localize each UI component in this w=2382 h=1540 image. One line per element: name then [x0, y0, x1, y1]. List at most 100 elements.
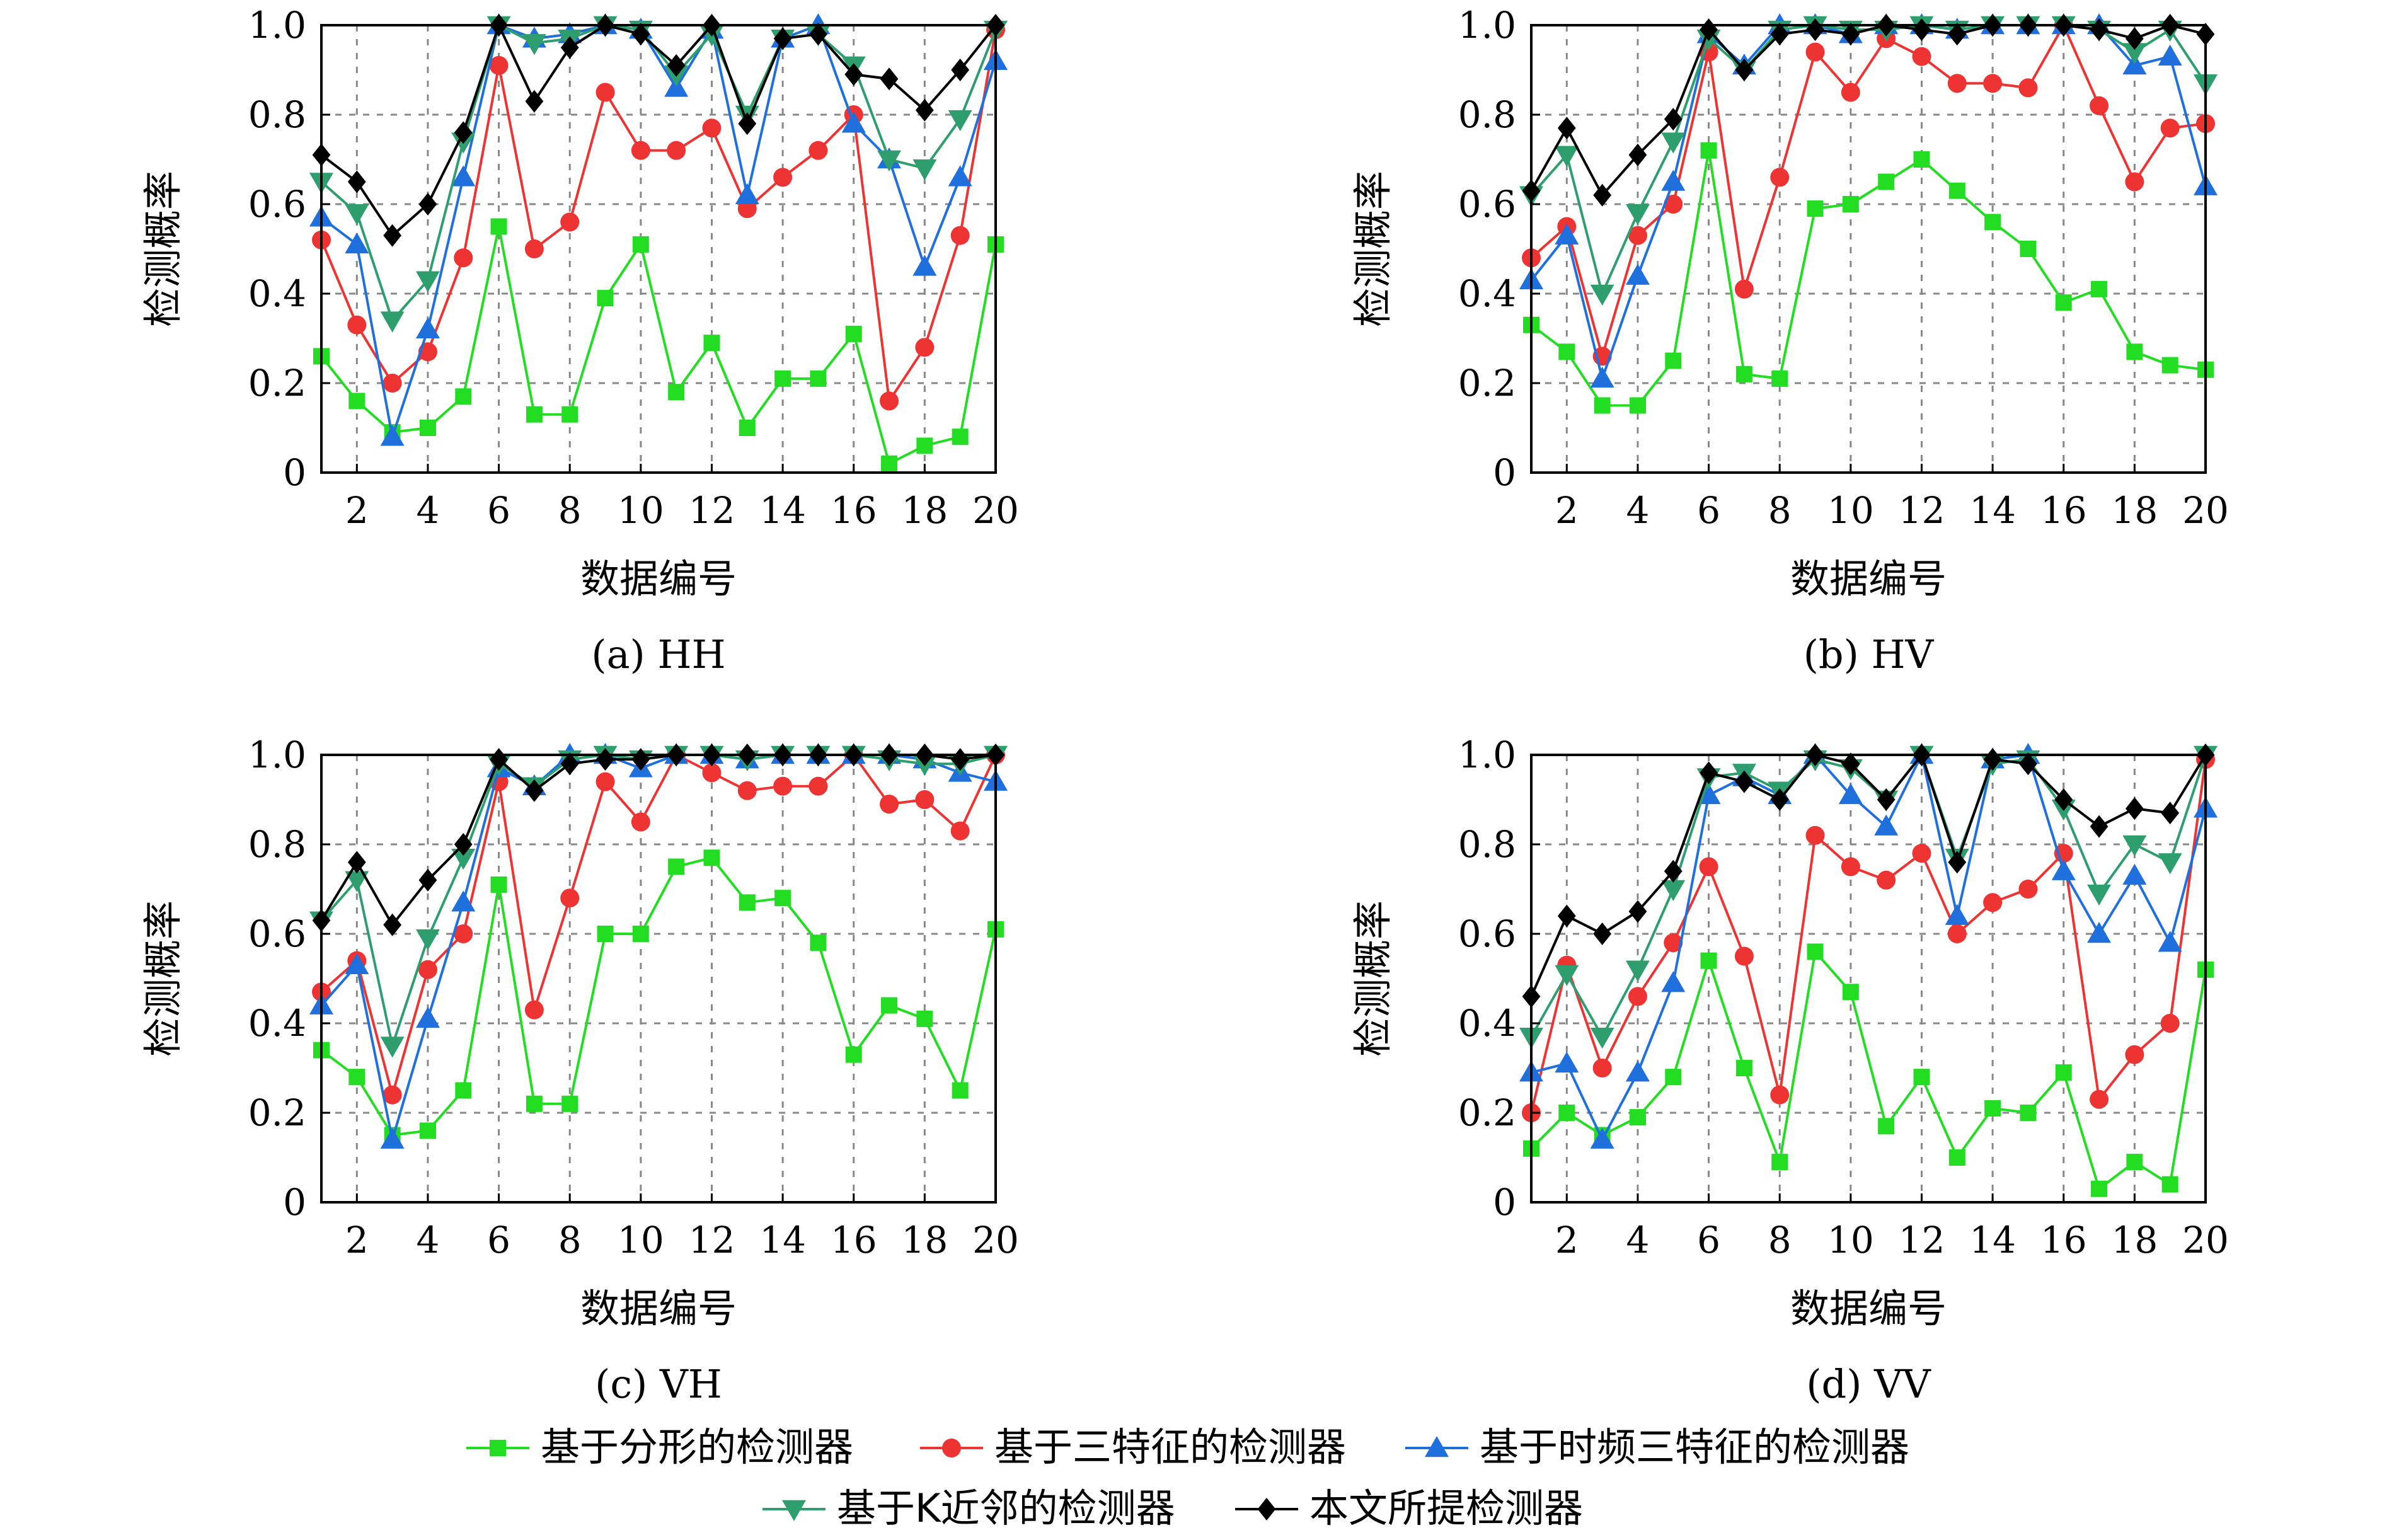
data-point [345, 204, 369, 226]
data-point [881, 455, 898, 472]
legend-marker [1257, 1498, 1276, 1520]
series-triangle-up [1519, 13, 2218, 388]
series-diamond [1522, 14, 2215, 207]
x-tick-label: 14 [759, 489, 806, 532]
series-line [320, 23, 997, 323]
data-point [1913, 151, 1930, 168]
data-point [1807, 943, 1824, 960]
series-triangle-down [1519, 745, 2218, 1049]
data-point [383, 1085, 402, 1105]
panel-caption: (c) VH [595, 1361, 722, 1407]
series-square [1523, 142, 2214, 414]
data-point [668, 858, 685, 875]
series-square [313, 218, 1004, 472]
data-point [810, 934, 827, 951]
data-point [1841, 857, 1860, 876]
data-point [2090, 18, 2109, 42]
data-point [2090, 96, 2109, 115]
x-tick-label: 16 [831, 489, 877, 532]
data-point [1625, 1060, 1650, 1082]
data-point [1592, 1059, 1612, 1077]
plot-frame [1530, 24, 2207, 474]
data-point [597, 926, 614, 942]
y-tick-label: 1.0 [248, 4, 306, 47]
series-line [1531, 751, 2207, 1143]
data-point [1770, 168, 1790, 187]
x-tick-label: 18 [901, 489, 948, 532]
data-point [1625, 204, 1650, 226]
data-point [2158, 853, 2182, 875]
data-point [561, 406, 578, 423]
legend-item: 基于分形的检测器 [466, 1424, 853, 1470]
series-line [320, 23, 997, 437]
x-tick-label: 12 [1899, 1219, 1945, 1261]
data-point [455, 388, 472, 405]
data-point [667, 54, 686, 77]
data-point [1661, 971, 1686, 992]
x-tick-label: 8 [1768, 1219, 1792, 1261]
data-point [667, 141, 686, 160]
data-point [2158, 44, 2182, 66]
series-square [1523, 943, 2214, 1197]
data-point [526, 406, 543, 423]
x-axis-label: 数据编号 [580, 1285, 737, 1331]
data-point [632, 236, 649, 253]
data-point [912, 255, 937, 276]
data-point [348, 393, 365, 410]
data-point [418, 193, 437, 215]
x-tick-label: 12 [1899, 489, 1945, 532]
data-point [2018, 78, 2038, 98]
data-point [1947, 74, 1967, 93]
data-point [455, 1082, 472, 1099]
y-axis-label: 检测概率 [1350, 171, 1396, 327]
data-point [596, 83, 615, 102]
data-point [1912, 47, 1931, 66]
data-point [2125, 1045, 2144, 1064]
data-point [631, 23, 650, 46]
data-point [916, 1010, 933, 1027]
series-square [313, 849, 1004, 1144]
data-point [1628, 900, 1647, 923]
data-point [952, 1082, 969, 1099]
data-point [2090, 1089, 2109, 1109]
x-tick-label: 20 [2182, 1219, 2229, 1261]
data-point [347, 851, 366, 874]
data-point [702, 763, 722, 783]
y-tick-label: 0 [283, 1181, 306, 1224]
data-point [1665, 352, 1682, 369]
data-point [915, 98, 934, 122]
data-point [2160, 118, 2180, 138]
grid [1531, 25, 2206, 473]
x-tick-label: 20 [2182, 489, 2229, 532]
y-tick-label: 0.8 [1458, 93, 1516, 136]
legend-item: 基于K近邻的检测器 [762, 1485, 1175, 1531]
data-point [1984, 214, 2001, 231]
data-point [1878, 173, 1895, 190]
panel-dvv: 2 4 6 8 10 12 14 16 18 20 0 0.2 0.4 0.6 0.8 1.0 数据编号 检测概率… [1350, 733, 2229, 1407]
data-point [880, 795, 899, 814]
x-tick-label: 18 [901, 1219, 948, 1261]
y-tick-label: 0 [283, 451, 306, 494]
data-point [1555, 223, 1579, 244]
x-tick-label: 6 [1697, 1219, 1720, 1261]
data-point [773, 27, 792, 50]
data-point [383, 224, 402, 247]
data-point [841, 112, 866, 133]
data-point [345, 232, 369, 254]
data-point [597, 290, 614, 307]
data-point [418, 868, 437, 892]
x-tick-label: 8 [1768, 489, 1792, 532]
data-point [1661, 880, 1686, 901]
data-point [2054, 788, 2073, 811]
series-triangle-up [1519, 743, 2218, 1149]
data-point [2091, 280, 2108, 297]
data-point [2020, 241, 2037, 257]
data-point [1590, 366, 1614, 388]
y-tick-label: 0.6 [1458, 912, 1516, 955]
y-tick-label: 0.8 [1458, 823, 1516, 866]
data-point [1948, 23, 1967, 46]
legend-item: 本文所提检测器 [1235, 1485, 1583, 1531]
data-point [345, 871, 369, 892]
data-point [1771, 370, 1788, 387]
y-tick-label: 0 [1493, 1181, 1516, 1224]
